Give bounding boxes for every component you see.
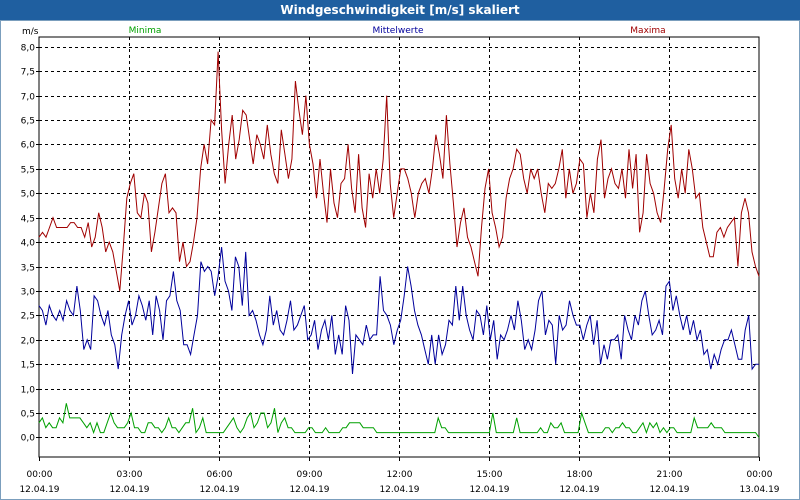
series-line-mittelwerte — [38, 246, 759, 375]
legend-minima: Minima — [129, 26, 162, 36]
series-line-minima — [38, 403, 760, 438]
y-tick-label: 3,0 — [21, 288, 36, 298]
y-tick-label: 7,5 — [21, 68, 35, 78]
x-tick-date: 12.04.19 — [649, 485, 689, 495]
y-tick-label: 2,0 — [21, 337, 36, 347]
y-tick-label: 4,0 — [21, 239, 36, 249]
y-tick-label: 5,0 — [21, 190, 36, 200]
y-tick-label: 3,5 — [21, 264, 35, 274]
x-tick-time: 03:00 — [117, 470, 143, 480]
legend-maxima: Maxima — [630, 26, 665, 36]
x-tick-time: 21:00 — [657, 470, 683, 480]
x-tick-date: 12.04.19 — [379, 485, 419, 495]
x-tick-date: 12.04.19 — [469, 485, 509, 495]
y-tick-label: 1,5 — [21, 361, 35, 371]
y-tick-label: 5,5 — [21, 166, 35, 176]
x-tick-time: 00:00 — [747, 470, 773, 480]
series-lines — [38, 51, 760, 438]
x-tick-time: 18:00 — [567, 470, 593, 480]
x-tick-time: 12:00 — [387, 470, 413, 480]
x-tick-time: 09:00 — [297, 470, 323, 480]
legend-mittelwerte: Mittelwerte — [372, 26, 423, 36]
y-tick-label: 0,0 — [21, 434, 36, 444]
grid — [39, 37, 759, 457]
y-tick-label: 1,0 — [21, 386, 36, 396]
y-tick-label: 6,0 — [21, 141, 36, 151]
x-tick-date: 12.04.19 — [19, 485, 59, 495]
y-tick-label: 4,5 — [21, 215, 35, 225]
x-tick-time: 15:00 — [477, 470, 503, 480]
axes: 0,0 0,5 1,0 1,5 2,0 2,5 3,0 3,5 4,0 4,5 5,0 5,5 6,0 6… — [19, 27, 779, 495]
x-tick-date: 12.04.19 — [559, 485, 599, 495]
x-tick-date: 12.04.19 — [109, 485, 149, 495]
x-tick-time: 00:00 — [27, 470, 53, 480]
series-line-maxima — [38, 51, 760, 292]
x-tick-time: 06:00 — [207, 470, 233, 480]
y-tick-label: 2,5 — [21, 312, 35, 322]
y-tick-label: 6,5 — [21, 117, 35, 127]
y-tick-label: 8,0 — [21, 44, 36, 54]
y-axis-unit: m/s — [22, 27, 39, 37]
x-tick-date: 13.04.19 — [739, 485, 779, 495]
x-tick-date: 12.04.19 — [199, 485, 239, 495]
y-tick-label: 7,0 — [21, 93, 36, 103]
y-tick-label: 0,5 — [21, 410, 35, 420]
x-tick-date: 12.04.19 — [289, 485, 329, 495]
legend: Minima Mittelwerte Maxima — [129, 26, 666, 36]
